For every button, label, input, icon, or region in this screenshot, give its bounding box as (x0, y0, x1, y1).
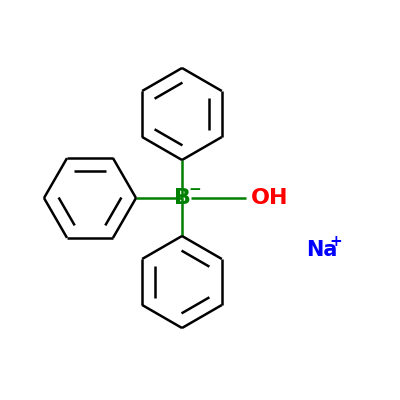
Text: −: − (188, 182, 201, 197)
Text: B: B (174, 188, 190, 208)
Text: Na: Na (306, 240, 337, 260)
Text: OH: OH (251, 188, 289, 208)
Text: +: + (330, 234, 342, 249)
